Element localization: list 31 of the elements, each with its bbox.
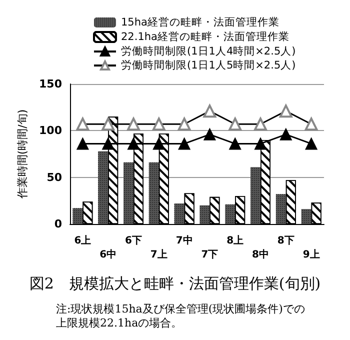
point	[178, 138, 190, 150]
point	[128, 138, 140, 150]
point	[102, 138, 114, 150]
legend-label: 労働時間制限(1日1人4時間×2.5人)	[121, 44, 296, 58]
point	[76, 138, 89, 150]
text: 注:現状規模15ha及び保全管理(現状圃場条件)での上限規模22.1haの場合。	[56, 302, 305, 330]
x-tick-label: 9上	[302, 248, 320, 260]
y-tick-label: 150	[39, 78, 62, 90]
point	[280, 128, 292, 140]
point	[305, 138, 318, 150]
y-tick-label: 0	[54, 218, 62, 230]
x-tick-label: 8下	[277, 236, 294, 246]
legend-label: 労働時間制限(1日1人5時間×2.5人)	[121, 58, 296, 72]
x-tick-label: 6下	[125, 236, 142, 246]
x-tick-label: 7上	[150, 248, 168, 260]
point	[254, 138, 266, 150]
x-tick-label: 8中	[252, 248, 269, 260]
legend-label: 15ha経営の畦畔・法面管理作業	[121, 16, 280, 28]
x-tick-label: 6上	[74, 234, 92, 246]
y-tick-label: 100	[39, 124, 62, 138]
point	[229, 138, 242, 150]
text: 図2 規模拡大と畦畔・法面管理作業(旬別)	[29, 274, 321, 292]
legend-label: 22.1ha経営の畦畔・法面管理作業	[121, 30, 290, 43]
x-tick-label: 6中	[100, 248, 117, 260]
y-tick-label: 50	[46, 170, 62, 184]
x-tick-label: 7下	[201, 250, 218, 260]
point	[204, 128, 216, 140]
y-axis-title: 作業時間(時間/旬)	[16, 109, 30, 200]
point	[152, 138, 165, 150]
x-tick-label: 8上	[226, 234, 244, 246]
x-tick-label: 7中	[176, 234, 193, 246]
